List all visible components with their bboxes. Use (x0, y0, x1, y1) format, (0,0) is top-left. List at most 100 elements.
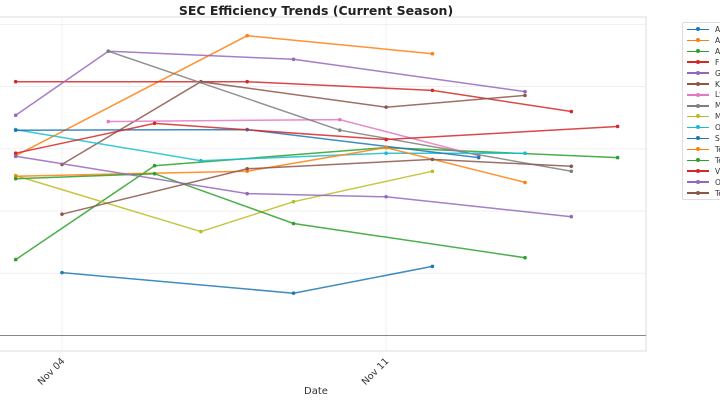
data-point (199, 229, 203, 234)
legend-item: LSU (687, 89, 720, 100)
data-point (106, 49, 111, 54)
data-point (569, 169, 574, 174)
data-point (430, 264, 435, 269)
data-point (615, 124, 620, 129)
data-point (199, 158, 203, 163)
legend-swatch (687, 136, 709, 141)
data-point (569, 109, 574, 114)
data-point (152, 121, 157, 126)
data-point (13, 154, 18, 159)
legend-item: Ten (687, 144, 720, 155)
legend-swatch (687, 147, 709, 152)
legend-swatch (687, 168, 709, 173)
legend-item: Texa (687, 155, 720, 166)
series-line-3 (15, 80, 572, 113)
data-point (60, 270, 64, 275)
legend-swatch (687, 38, 709, 43)
data-point (384, 194, 388, 199)
legend-swatch (687, 92, 709, 97)
legend-item: Flori (687, 57, 720, 68)
legend-swatch (687, 27, 709, 32)
data-point (430, 51, 435, 56)
data-point (338, 128, 342, 132)
legend-swatch (687, 158, 709, 162)
legend-label: Texa (715, 155, 720, 165)
data-point (476, 155, 481, 160)
legend-label: Miss (715, 101, 720, 110)
data-point (338, 117, 342, 122)
legend-label: Okl (715, 178, 720, 187)
data-point (523, 180, 527, 185)
data-point (430, 157, 435, 162)
data-point (13, 257, 18, 262)
legend: AlabArkaAubFloriGeoKenLSUMissMissOleSouT… (682, 22, 720, 200)
legend-label: LSU (715, 90, 720, 100)
data-point (13, 151, 18, 156)
legend-swatch (687, 59, 709, 64)
data-point (106, 119, 111, 124)
chart-title: SEC Efficiency Trends (Current Season) (178, 3, 454, 18)
data-point (430, 88, 435, 93)
legend-label: Ken (715, 79, 720, 89)
legend-item: Aub (687, 46, 720, 57)
legend-item: Arka (687, 35, 720, 46)
data-point (245, 169, 249, 174)
data-point (13, 113, 18, 118)
legend-item: Miss (687, 100, 720, 111)
legend-item: Sou (687, 133, 720, 144)
legend-label: Flori (715, 57, 720, 67)
data-point (245, 33, 249, 38)
x-axis-label: Date (304, 386, 328, 397)
legend-swatch (687, 114, 709, 119)
data-point (384, 145, 388, 150)
data-point (523, 151, 527, 156)
legend-swatch (687, 81, 709, 86)
legend-item: Alab (687, 24, 720, 35)
data-point (291, 199, 296, 204)
legend-label: Miss (715, 112, 720, 121)
legend-swatch (687, 70, 709, 75)
data-point (13, 128, 18, 132)
series-line-5 (61, 80, 526, 166)
legend-item: Geo (687, 68, 720, 79)
series-line-12 (15, 172, 526, 259)
series-line-9 (15, 128, 525, 162)
legend-label: Arka (715, 35, 720, 45)
data-point (615, 155, 620, 160)
data-point (523, 89, 527, 94)
series-line-11 (15, 146, 526, 184)
data-point (291, 221, 296, 226)
data-point (569, 164, 574, 169)
series-line-15 (61, 158, 572, 215)
legend-swatch (687, 49, 709, 53)
legend-item: Ole (687, 122, 720, 133)
data-point (384, 151, 388, 156)
legend-label: Alab (715, 25, 720, 34)
data-point (384, 105, 388, 109)
data-point (291, 291, 296, 295)
data-point (523, 255, 527, 260)
series-line-14 (15, 155, 572, 218)
data-point (13, 174, 18, 179)
data-point (60, 212, 64, 216)
legend-label: Geo (715, 69, 720, 78)
legend-label: Ten (715, 144, 720, 154)
data-point (245, 79, 249, 84)
legend-label: Sou (715, 134, 720, 143)
data-point (245, 191, 249, 196)
legend-label: Van (715, 166, 720, 176)
legend-label: Texa (715, 188, 720, 198)
data-point (13, 176, 18, 181)
data-point (523, 93, 527, 98)
series-line-13 (15, 122, 618, 154)
legend-swatch (687, 103, 709, 108)
data-point (13, 79, 18, 84)
legend-item: Miss (687, 111, 720, 122)
legend-swatch (687, 190, 709, 195)
data-point (152, 163, 157, 168)
legend-item: Ken (687, 79, 720, 90)
data-point (291, 57, 296, 62)
data-point (152, 171, 157, 176)
data-point (430, 169, 435, 174)
